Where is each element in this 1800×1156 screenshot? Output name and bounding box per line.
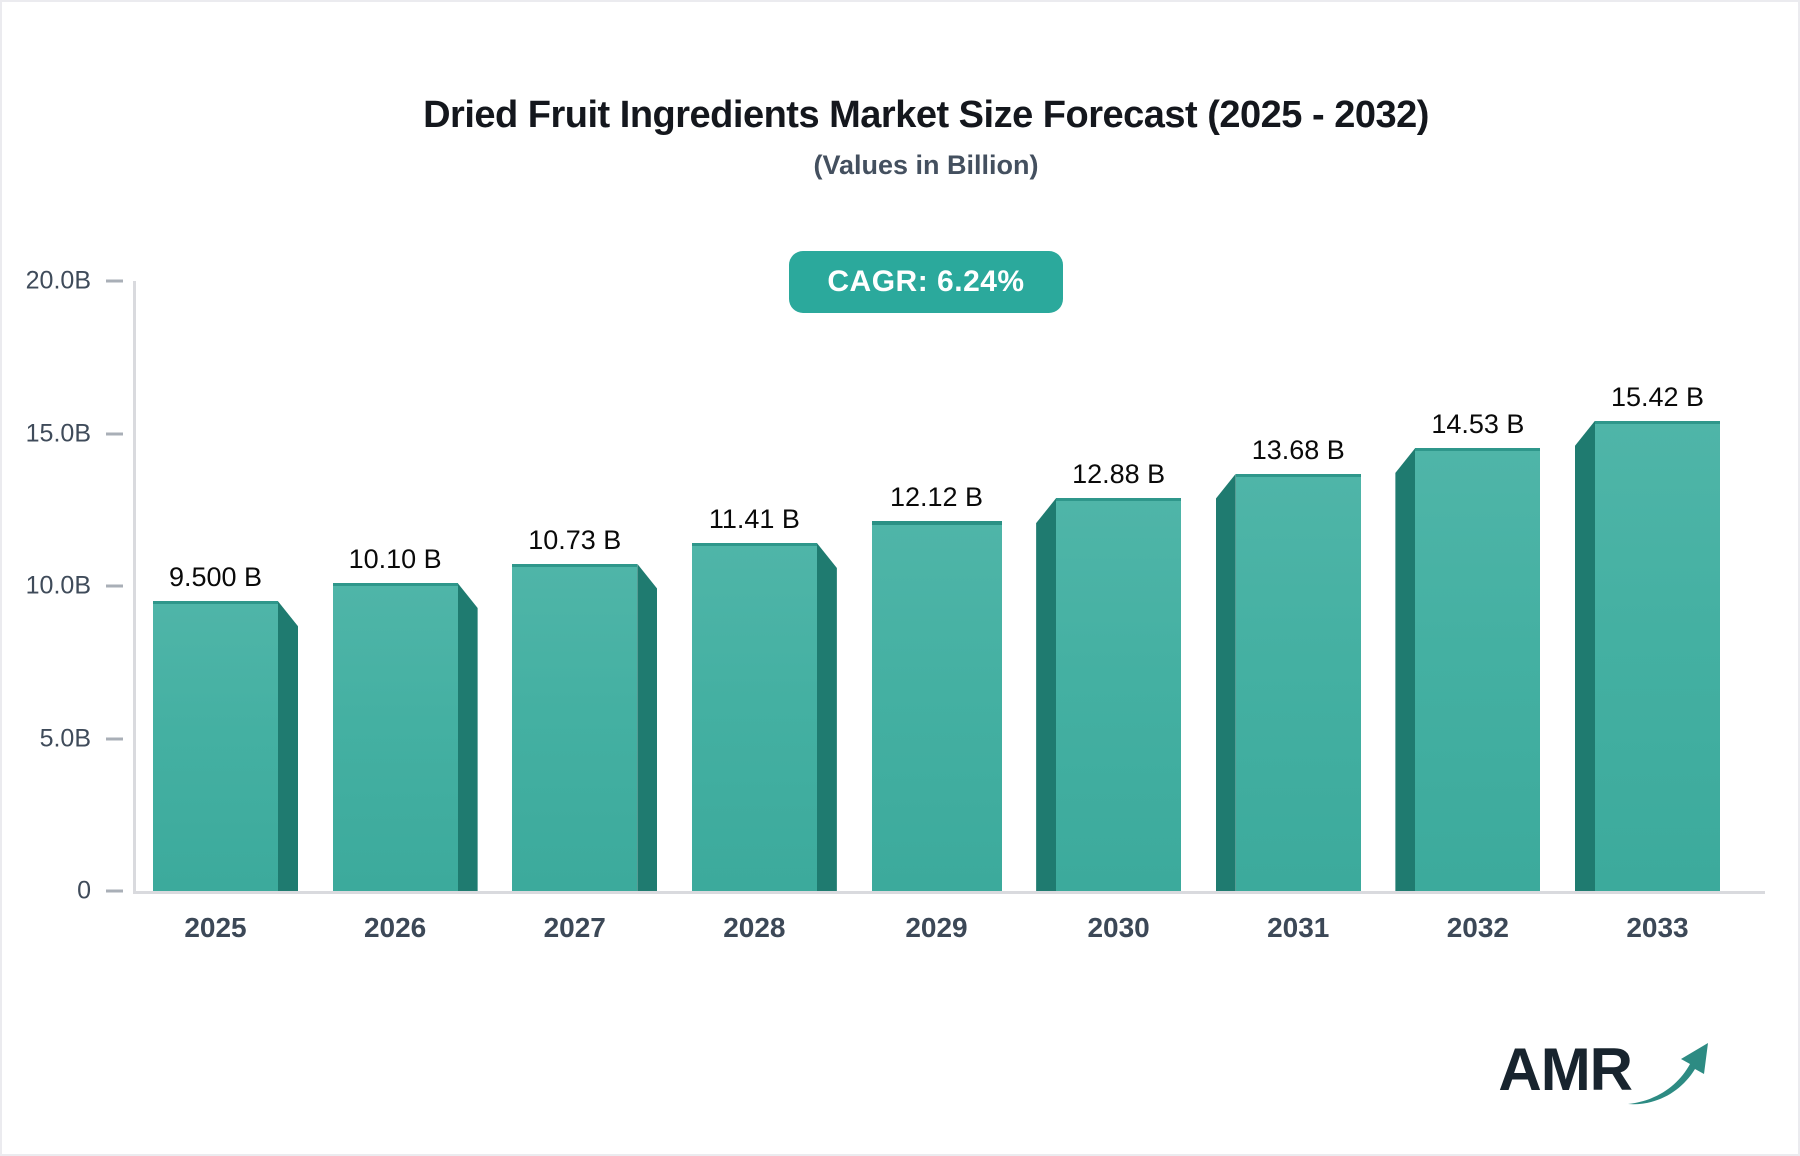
bars-row: 9.500 B 2025 10.10 B 2026 10.73 B 2027 11.41 B… xyxy=(136,281,1765,943)
bar-side-face xyxy=(1395,447,1416,891)
y-tick-mark xyxy=(106,584,123,588)
y-tick: 10.0B xyxy=(26,572,123,601)
bar-group-2030: 12.88 B 2030 xyxy=(1036,459,1182,943)
bar-group-2026: 10.10 B 2026 xyxy=(332,544,478,943)
x-axis-label: 2026 xyxy=(363,912,427,943)
bar-value-label: 13.68 B xyxy=(1251,434,1345,465)
y-tick-mark xyxy=(106,432,123,435)
y-tick-label: 15.0B xyxy=(25,419,91,447)
bar-group-2033: 15.42 B 2033 xyxy=(1575,382,1720,943)
bar-2028 xyxy=(691,543,817,891)
x-axis-label: 2030 xyxy=(1087,912,1150,943)
x-axis-label: 2032 xyxy=(1446,912,1510,943)
bar-side-face xyxy=(1215,473,1236,891)
x-axis-label: 2028 xyxy=(723,912,786,943)
y-tick: 15.0B xyxy=(26,419,123,448)
bar-2025 xyxy=(153,601,278,891)
x-axis-label: 2025 xyxy=(184,912,247,943)
bar-group-2029: 12.12 B 2029 xyxy=(871,482,1002,943)
bar-side-face xyxy=(637,563,658,891)
bar-group-2027: 10.73 B 2027 xyxy=(512,525,658,943)
bar-value-label: 12.12 B xyxy=(889,482,984,513)
bar-value-label: 11.41 B xyxy=(708,504,800,534)
amr-logo-text: AMR xyxy=(1498,1036,1633,1103)
y-tick-mark xyxy=(106,279,123,283)
bar-side-face xyxy=(816,543,837,891)
y-tick-mark xyxy=(106,889,123,893)
y-tick: 0 xyxy=(77,877,123,906)
bar-value-label: 15.42 B xyxy=(1610,381,1705,412)
bar-value-label: 14.53 B xyxy=(1431,408,1525,439)
chart-header: Dried Fruit Ingredients Market Size Fore… xyxy=(2,2,1798,313)
x-axis-label: 2027 xyxy=(543,912,606,943)
x-axis-label: 2033 xyxy=(1626,912,1689,943)
x-axis-label: 2029 xyxy=(905,912,968,943)
bar-2027 xyxy=(512,563,638,891)
bar-2030 xyxy=(1056,498,1182,891)
bar-side-face xyxy=(457,582,478,891)
chart-title: Dried Fruit Ingredients Market Size Fore… xyxy=(423,94,1429,136)
y-tick: 20.0B xyxy=(26,267,123,296)
bar-group-2032: 14.53 B 2032 xyxy=(1395,409,1541,943)
growth-arrow-icon xyxy=(1628,1043,1708,1105)
amr-logo: AMR xyxy=(1498,1040,1710,1108)
bar-2031 xyxy=(1235,473,1361,891)
bar-2032 xyxy=(1415,447,1541,891)
bar-2029 xyxy=(871,521,1002,891)
bar-value-label: 9.500 B xyxy=(168,562,263,593)
bar-group-2028: 11.41 B 2028 xyxy=(691,504,837,943)
bar-2033 xyxy=(1595,420,1720,891)
bar-group-2025: 9.500 B 2025 xyxy=(153,562,298,943)
y-tick: 5.0B xyxy=(40,724,123,753)
y-tick-label: 0 xyxy=(77,876,91,905)
bar-side-face xyxy=(1575,420,1595,891)
bar-2026 xyxy=(332,582,458,891)
plot-area: 20.0B 15.0B 10.0B 5.0B 0 9.500 B 2025 10.10 B 2… xyxy=(26,267,1765,943)
y-tick-label: 5.0B xyxy=(39,724,91,752)
y-tick-label: 10.0B xyxy=(25,571,91,600)
bar-group-2031: 13.68 B 2031 xyxy=(1215,435,1361,943)
chart-subtitle: (Values in Billion) xyxy=(813,150,1039,180)
bar-side-face xyxy=(278,601,298,891)
bar-value-label: 12.88 B xyxy=(1072,459,1166,490)
bar-value-label: 10.73 B xyxy=(528,524,622,555)
bar-value-label: 10.10 B xyxy=(348,543,442,574)
cagr-badge: CAGR: 6.24% xyxy=(789,251,1063,313)
x-axis-label: 2031 xyxy=(1267,912,1330,943)
y-tick-mark xyxy=(106,737,123,740)
y-tick-label: 20.0B xyxy=(25,266,91,295)
bar-side-face xyxy=(1036,498,1057,891)
